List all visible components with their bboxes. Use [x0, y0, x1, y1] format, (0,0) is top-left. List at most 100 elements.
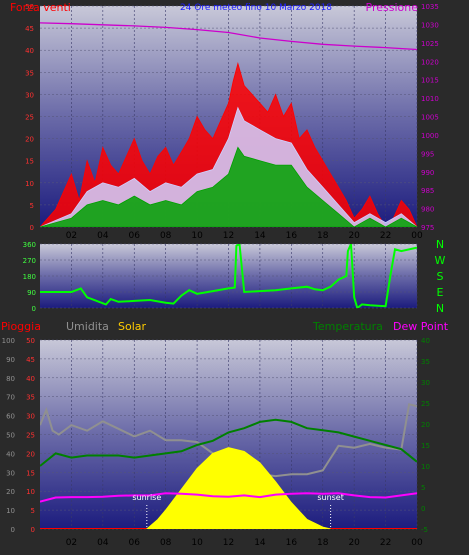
x-tick-label: 06 [129, 231, 141, 241]
left-tick-label: 15 [25, 158, 34, 166]
temperature-tick-label: 5 [421, 484, 425, 492]
right-tick-label: 975 [421, 224, 434, 232]
right-tick-label: 1005 [421, 114, 439, 122]
humidity-tick-label: 80 [6, 375, 15, 383]
x-tick-label: 02 [66, 538, 77, 548]
left-tick-label: 5 [30, 202, 34, 210]
left-tick-label: 25 [25, 114, 34, 122]
x-tick-label: 12 [223, 231, 234, 241]
pressure-axis-title: Pressione [366, 1, 419, 14]
left-tick-label: 30 [25, 91, 34, 99]
series-line [40, 492, 417, 503]
direction-panel-grid [40, 243, 418, 309]
direction-panel-axes: 0 90 180 270 360 [23, 241, 36, 313]
x-tick-label: 20 [348, 538, 360, 548]
x-tick-label: 22 [380, 231, 391, 241]
rain-tick-label: 30 [26, 413, 35, 421]
x-tick-label: 16 [286, 231, 298, 241]
left-tick-label: 270 [23, 257, 36, 265]
wind-panel-axes: 0510152025303540455097598098599099510001… [25, 3, 439, 241]
solar-area [146, 447, 331, 529]
left-tick-label: 10 [25, 180, 34, 188]
left-tick-label: 0 [32, 305, 36, 313]
left-tick-label: 35 [25, 69, 34, 77]
series-line [40, 418, 417, 467]
wind-axis-title: Forza venti [10, 1, 71, 14]
temperature-tick-label: 40 [421, 337, 430, 345]
rain-axis-title: Pioggia [1, 320, 41, 333]
rain-tick-label: 45 [26, 356, 35, 364]
right-tick-label: 1025 [421, 40, 439, 48]
x-tick-label: 14 [254, 538, 266, 548]
humidity-tick-label: 70 [6, 394, 15, 402]
temperature-panel-axes: 0102030405060708090100051015202530354045… [2, 337, 430, 548]
compass-label: E [437, 286, 444, 299]
temperature-tick-label: -5 [421, 526, 428, 534]
rain-tick-label: 20 [26, 450, 35, 458]
rain-tick-label: 40 [26, 375, 35, 383]
right-tick-label: 980 [421, 206, 434, 214]
x-tick-label: 16 [286, 538, 298, 548]
left-tick-label: 90 [27, 289, 36, 297]
solar-axis-title: Solar [118, 320, 147, 333]
x-tick-label: 12 [223, 538, 234, 548]
sun-marker-label: sunset [317, 493, 344, 502]
temperature-tick-label: 35 [421, 358, 430, 366]
right-tick-label: 1015 [421, 77, 439, 85]
left-tick-label: 360 [23, 241, 36, 249]
left-tick-label: 180 [23, 273, 36, 281]
humidity-tick-label: 100 [2, 337, 15, 345]
temperature-tick-label: 20 [421, 421, 430, 429]
humidity-tick-label: 40 [6, 450, 15, 458]
sun-marker-label: sunrise [132, 493, 161, 502]
rain-tick-label: 10 [26, 488, 35, 496]
wind-panel-series [40, 22, 417, 227]
x-tick-label: 08 [160, 538, 172, 548]
humidity-tick-label: 0 [11, 526, 15, 534]
right-tick-label: 1035 [421, 3, 439, 11]
chart-title: 24 Ore meteo fino 10 Marzo 2018 [180, 3, 332, 13]
x-tick-label: 02 [66, 231, 77, 241]
compass-label: S [437, 270, 444, 283]
dewpoint-axis-title: Dew Point [393, 320, 449, 333]
series-area [40, 146, 417, 227]
temperature-tick-label: 0 [421, 505, 425, 513]
temperature-tick-label: 25 [421, 400, 430, 408]
temperature-tick-label: 30 [421, 379, 430, 387]
humidity-tick-label: 90 [6, 356, 15, 364]
rain-tick-label: 0 [31, 526, 35, 534]
humidity-tick-label: 30 [6, 469, 15, 477]
x-tick-label: 18 [317, 538, 329, 548]
left-tick-label: 50 [25, 3, 34, 11]
left-tick-label: 45 [25, 25, 34, 33]
humidity-tick-label: 20 [6, 488, 15, 496]
temperature-axis-title: Temperatura [312, 320, 383, 333]
series-line [40, 22, 417, 51]
right-tick-label: 1000 [421, 132, 439, 140]
right-tick-label: 990 [421, 169, 434, 177]
x-tick-label: 08 [160, 231, 172, 241]
x-tick-label: 04 [97, 231, 109, 241]
compass-label: W [435, 254, 446, 267]
temperature-tick-label: 15 [421, 442, 430, 450]
right-tick-label: 1020 [421, 58, 439, 66]
x-tick-label: 10 [191, 538, 203, 548]
temperature-panel-series [40, 403, 417, 529]
humidity-axis-title: Umidita [66, 320, 109, 333]
humidity-tick-label: 10 [6, 507, 15, 515]
x-tick-label: 22 [380, 538, 391, 548]
left-tick-label: 20 [25, 136, 34, 144]
x-tick-label: 14 [254, 231, 266, 241]
right-tick-label: 985 [421, 187, 434, 195]
rain-tick-label: 25 [26, 432, 35, 440]
x-tick-label: 00 [411, 538, 423, 548]
right-tick-label: 995 [421, 150, 434, 158]
left-tick-label: 0 [30, 224, 34, 232]
rain-tick-label: 35 [26, 394, 35, 402]
x-tick-label: 00 [411, 231, 423, 241]
compass-label: N [436, 238, 444, 251]
compass-label: N [436, 302, 444, 315]
rain-tick-label: 15 [26, 469, 35, 477]
